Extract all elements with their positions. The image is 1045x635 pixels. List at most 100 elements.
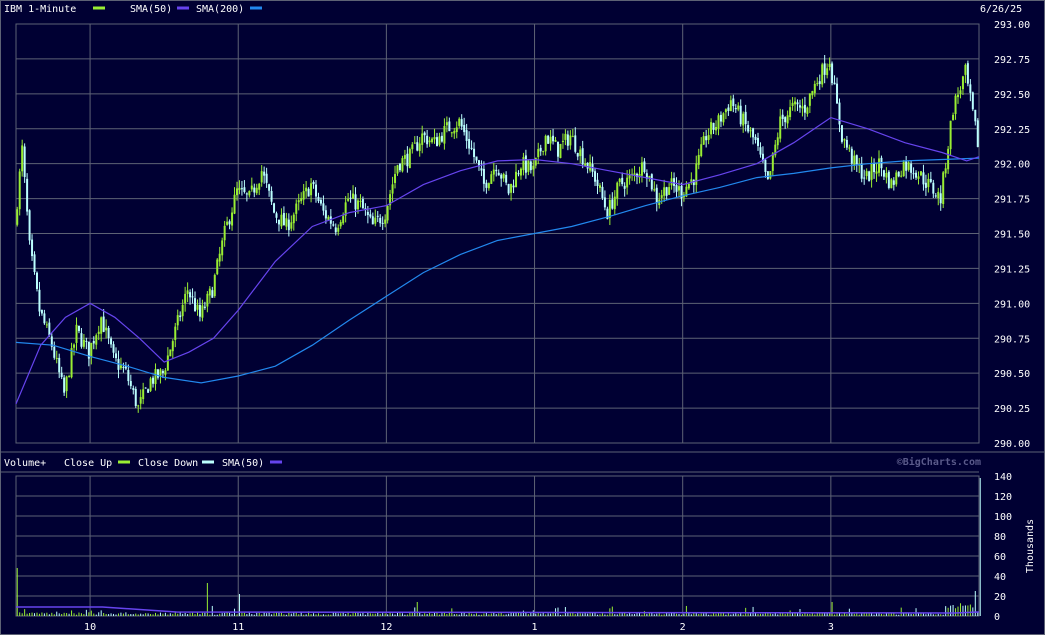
price-candle-body [581,148,584,165]
price-candle-body [458,118,461,126]
price-candle-body [440,135,443,142]
price-candle-body [184,293,187,304]
price-candle-body [18,171,21,210]
price-candle-body [544,135,547,152]
price-candle-body [198,304,201,317]
price-candle-body [744,111,747,125]
price-candle-body [90,342,93,357]
price-candle-body [769,171,772,179]
price-candle-body [571,136,574,138]
price-candle-body [761,153,764,162]
price-candle-body [791,102,794,106]
price-candle-body [186,290,189,294]
price-candle-body [35,272,38,289]
volume-tick-label: 80 [994,532,1006,543]
price-tick-label: 290.00 [994,439,1030,450]
price-candle-body [356,200,359,210]
price-candle-body [855,155,858,165]
volume-panel-grid [0,471,980,617]
price-candle-body [431,138,434,143]
price-candle-body [352,193,355,199]
price-candle-body [413,142,416,144]
price-candle-body [255,187,258,194]
price-candle-body [873,163,876,173]
price-candle-body [917,176,920,179]
price-candle-body [339,222,342,227]
price-candle-body [934,195,937,197]
price-candle-body [584,163,587,166]
price-candle-body [910,163,913,173]
price-candle-body [840,125,843,142]
price-tick-label: 290.75 [994,334,1030,345]
price-candle-body [324,210,327,219]
price-candle-body [712,122,715,130]
price-candle-body [386,205,389,221]
price-candle-body [238,187,241,191]
volume-tick-label: 60 [994,552,1006,563]
price-tick-label: 292.75 [994,55,1030,66]
price-candle-body [569,135,572,146]
price-candle-body [164,370,167,375]
price-candle-body [218,253,221,262]
price-candle-body [221,240,224,256]
volume-ylabel: Thousands [1025,519,1036,573]
price-candle-body [127,370,130,382]
volume-tick-label: 20 [994,592,1006,603]
price-candle-body [510,183,513,193]
price-candle-body [92,340,95,344]
price-candle-body [603,197,606,208]
price-candle-body [384,219,387,224]
price-candle-body [702,136,705,145]
price-candle-body [282,213,285,226]
price-candle-body [823,63,826,75]
price-candle-body [794,101,797,105]
price-candle-body [295,203,298,214]
volume-plot-frame [15,475,980,617]
volume-sma50-line [16,606,980,614]
price-candle-body [747,125,750,132]
price-candle-body [692,179,695,186]
price-candle-body [606,208,609,220]
price-candle-body [680,186,683,199]
price-candle-body [33,254,36,272]
price-candle-body [601,186,604,198]
price-candle-body [369,214,372,217]
price-candle-body [342,216,345,224]
price-candle-body [882,170,885,177]
price-candle-body [618,178,621,183]
price-candle-body [927,178,930,188]
price-candle-body [43,313,46,324]
price-candle-body [100,317,103,334]
price-candle-body [845,139,848,148]
price-candle-body [715,126,718,131]
price-candle-body [836,83,839,104]
volume-title: Volume+ [4,458,46,469]
price-candle-body [60,372,63,377]
price-candle-body [408,149,411,169]
price-candle-body [519,168,522,176]
price-candle-body [776,137,779,146]
price-candle-body [784,117,787,123]
price-candle-body [307,188,310,197]
price-candle-body [779,116,782,139]
price-candle-body [774,144,777,156]
price-candle-body [438,136,441,145]
price-candle-body [813,83,816,94]
price-candle-body [552,135,555,142]
price-candle-body [608,199,611,219]
price-candle-body [900,175,903,177]
price-candle-body [465,130,468,141]
price-candle-body [23,146,26,177]
price-candle-body [724,109,727,113]
price-candle-body [344,202,347,216]
price-candle-body [500,174,503,179]
price-candle-body [665,187,668,196]
price-candle-body [915,172,918,178]
price-candle-body [477,160,480,167]
price-candle-body [826,68,829,76]
price-candle-body [527,160,530,172]
price-candle-body [228,221,231,225]
price-candle-body [134,388,137,407]
sma50-line [15,116,980,405]
price-candle-body [82,339,85,347]
